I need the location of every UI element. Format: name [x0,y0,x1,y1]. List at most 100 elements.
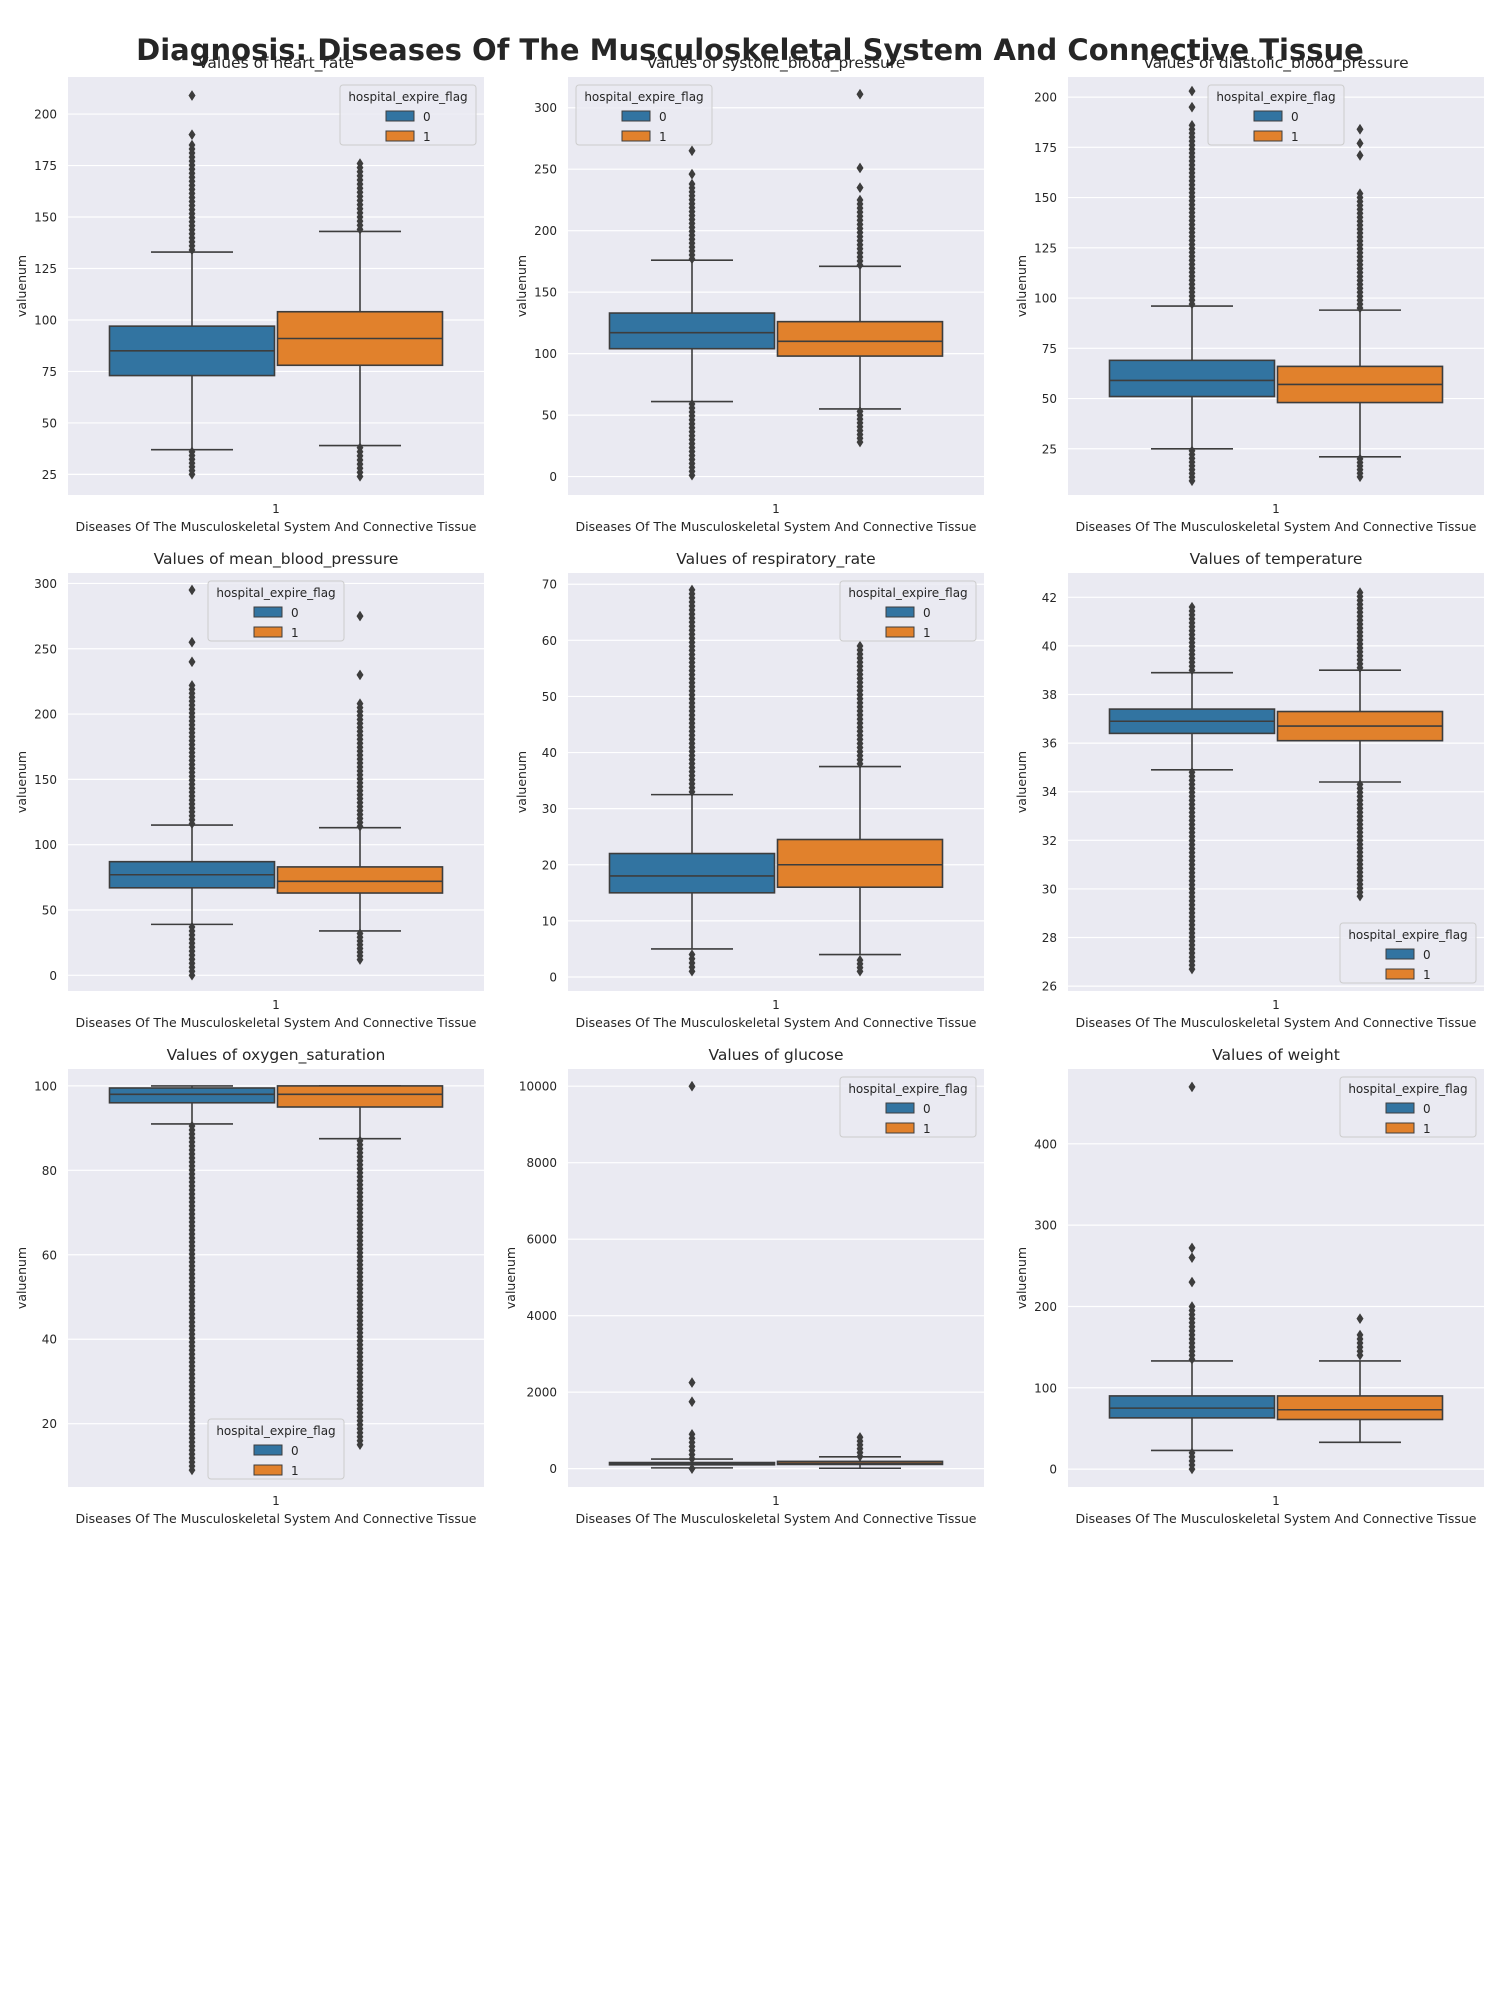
legend-swatch-0 [253,606,283,618]
y-tick-label: 100 [534,347,557,361]
outlier-marker [856,259,864,271]
x-axis-label: Diseases Of The Musculoskeletal System A… [576,519,977,534]
y-tick-label: 28 [1042,931,1057,945]
outlier-marker [1188,298,1196,310]
y-tick-label: 0 [549,1462,557,1476]
box-series-1 [776,1432,944,1470]
legend-title: hospital_expire_flag [216,586,335,600]
legend-title: hospital_expire_flag [848,1082,967,1096]
y-tick-label: 200 [34,708,57,722]
subplot-title: Values of diastolic_blood_pressure [1143,54,1408,73]
legend: hospital_expire_flag 0 1 [339,84,477,146]
outlier-marker [1356,1313,1364,1324]
box-series-0 [108,584,276,981]
outlier-marker [188,584,196,596]
y-tick-label: 300 [1034,1219,1057,1233]
y-axis-label: valuenum [14,255,29,317]
outlier-marker [688,168,696,180]
outlier-marker [688,786,696,798]
plot-area [1068,77,1484,495]
y-tick-label: 0 [1049,1463,1057,1477]
box-series-0 [108,90,276,480]
legend-label-0: 0 [923,1102,931,1116]
y-tick-label: 60 [542,634,557,648]
box-series-1 [776,89,944,448]
y-tick-label: 80 [42,1164,57,1178]
box-series-0 [1108,85,1276,487]
box-series-0 [1108,601,1276,975]
box-series-0 [608,1081,776,1474]
legend-swatch-1 [253,1464,283,1476]
x-axis-label: Diseases Of The Musculoskeletal System A… [1076,519,1477,534]
outlier-marker [1356,662,1364,673]
x-axis-label: Diseases Of The Musculoskeletal System A… [1076,1015,1477,1030]
iqr-box [776,838,944,889]
legend-swatch-1 [1385,968,1415,980]
box-series-0 [608,145,776,481]
outlier-marker [1188,1252,1196,1263]
legend-label-0: 0 [291,606,299,620]
y-tick-label: 100 [34,1079,57,1093]
y-tick-label: 200 [1034,91,1057,105]
box-series-0 [108,1085,276,1476]
outlier-marker [188,656,196,668]
iqr-box [1108,1395,1276,1419]
legend-title: hospital_expire_flag [216,1424,335,1438]
subplot-3: 0 50 100 150 200 250 300 1 hospital_expire_flag 0… [14,550,484,1030]
box-series-1 [276,610,444,965]
y-tick-label: 100 [1034,1381,1057,1395]
subplot-title: Values of respiratory_rate [676,550,875,569]
outlier-marker [1188,665,1196,676]
plot-area [68,1069,484,1487]
legend-label-0: 0 [1423,948,1431,962]
iqr-box [608,852,776,894]
y-tick-label: 4000 [526,1309,557,1323]
y-tick-label: 125 [1034,241,1057,255]
subplot-title: Values of oxygen_saturation [167,1046,386,1065]
outlier-marker [688,1453,696,1464]
outlier-marker [856,436,864,448]
outlier-marker [356,954,364,965]
subplot-6: 20 40 60 80 100 1 hospital_expire_flag 0 1 Values… [14,1046,484,1526]
y-tick-label: 175 [34,159,57,173]
y-tick-label: 40 [42,1333,57,1347]
y-tick-label: 50 [1042,392,1057,406]
outlier-marker [1188,1242,1196,1254]
outlier-marker [356,1439,364,1450]
iqr-box [776,320,944,357]
iqr-box [608,312,776,350]
x-axis-label: Diseases Of The Musculoskeletal System A… [76,1015,477,1030]
x-axis-label: Diseases Of The Musculoskeletal System A… [76,519,477,534]
legend-title: hospital_expire_flag [348,90,467,104]
legend-title: hospital_expire_flag [584,90,703,104]
outlier-marker [188,970,196,981]
outlier-marker [356,224,364,235]
plot-area [68,77,484,495]
outlier-marker [856,182,864,193]
outlier-marker [1188,1276,1196,1288]
y-tick-label: 75 [42,365,57,379]
y-tick-label: 150 [534,286,557,300]
y-tick-label: 8000 [526,1156,557,1170]
outlier-marker [188,90,196,101]
y-axis-label: valuenum [503,1247,518,1309]
subplot-title: Values of heart_rate [198,54,354,73]
legend: hospital_expire_flag 0 1 [1339,922,1477,984]
legend-swatch-1 [1385,1122,1415,1134]
legend-title: hospital_expire_flag [848,586,967,600]
x-tick-label: 1 [1272,502,1280,516]
legend-label-1: 1 [291,626,299,640]
outlier-marker [188,244,196,256]
y-tick-label: 38 [1042,688,1057,702]
legend-swatch-0 [1385,948,1415,960]
y-tick-label: 125 [34,262,57,276]
y-tick-label: 20 [542,858,557,872]
legend-label-1: 1 [1291,130,1299,144]
outlier-marker [688,966,696,977]
legend-title: hospital_expire_flag [1216,90,1335,104]
x-tick-label: 1 [1272,1494,1280,1508]
y-tick-label: 70 [542,578,557,592]
x-tick-label: 1 [272,502,280,516]
legend-label-1: 1 [659,130,667,144]
